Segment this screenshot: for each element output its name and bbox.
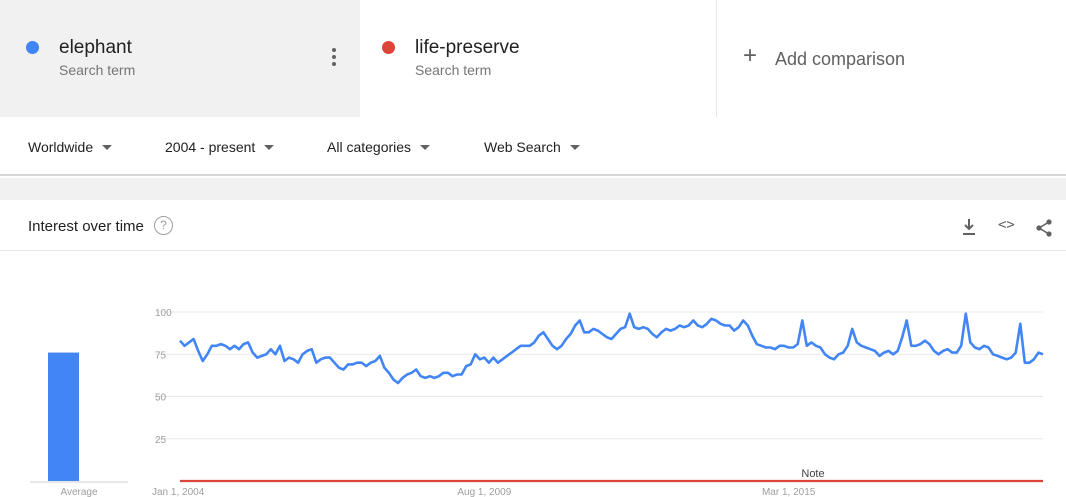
series-color-dot — [26, 41, 39, 54]
region-dropdown[interactable]: Worldwide — [28, 139, 113, 155]
x-tick-label: Jan 1, 2004 — [152, 487, 205, 497]
region-value: Worldwide — [28, 139, 94, 155]
search-term-name[interactable]: life-preserve — [415, 37, 520, 58]
search-term-card-elephant[interactable]: elephant Search term — [0, 0, 360, 117]
series-color-dot — [382, 41, 395, 54]
download-icon[interactable] — [962, 218, 976, 236]
average-label: Average — [60, 487, 98, 497]
category-value: All categories — [327, 139, 412, 155]
plus-icon: + — [743, 42, 758, 69]
y-tick-label: 100 — [155, 308, 172, 319]
interest-over-time-chart: 25 50 75 100 Jan 1, 2004 Aug 1, 2009 Mar 1, 20… — [30, 308, 1044, 497]
filter-bar: Worldwide 2004 - present All categories … — [0, 118, 1066, 176]
section-divider — [0, 178, 1066, 200]
comparison-bar: elephant Search term life-preserve Searc… — [0, 0, 1066, 117]
panel-title: Interest over time — [28, 218, 144, 235]
average-bars — [30, 352, 128, 483]
time-range-value: 2004 - present — [165, 139, 256, 155]
y-tick-label: 50 — [155, 393, 167, 404]
search-type-value: Web Search — [484, 139, 561, 155]
search-term-subtitle: Search term — [415, 62, 492, 78]
x-tick-label: Aug 1, 2009 — [457, 487, 511, 497]
more-options-icon[interactable] — [329, 48, 339, 68]
search-type-dropdown[interactable]: Web Search — [484, 139, 580, 155]
category-dropdown[interactable]: All categories — [327, 139, 431, 155]
help-icon[interactable]: ? — [154, 216, 173, 235]
note-annotation: Note — [801, 468, 824, 480]
caret-down-icon — [264, 144, 275, 150]
caret-down-icon — [569, 144, 580, 150]
y-tick-label: 25 — [155, 435, 167, 446]
add-comparison-label: Add comparison — [775, 49, 906, 69]
chart-labels: 25 50 75 100 Jan 1, 2004 Aug 1, 2009 Mar 1, 20… — [60, 308, 824, 497]
caret-down-icon — [420, 144, 431, 150]
embed-icon[interactable]: <> — [998, 217, 1015, 233]
search-term-card-life-preserve[interactable]: life-preserve Search term — [360, 0, 717, 117]
series-line-elephant — [179, 312, 1044, 385]
interest-over-time-header: Interest over time ? <> — [0, 200, 1066, 251]
average-bar-elephant — [48, 352, 79, 481]
x-tick-label: Mar 1, 2015 — [762, 487, 816, 497]
caret-down-icon — [102, 144, 113, 150]
share-icon[interactable] — [1034, 218, 1054, 238]
search-term-subtitle: Search term — [59, 62, 136, 78]
chart-series[interactable] — [179, 312, 1044, 483]
add-comparison-button[interactable]: + Add comparison — [717, 0, 1066, 117]
time-range-dropdown[interactable]: 2004 - present — [165, 139, 275, 155]
search-term-name[interactable]: elephant — [59, 37, 132, 58]
y-tick-label: 75 — [155, 350, 167, 361]
